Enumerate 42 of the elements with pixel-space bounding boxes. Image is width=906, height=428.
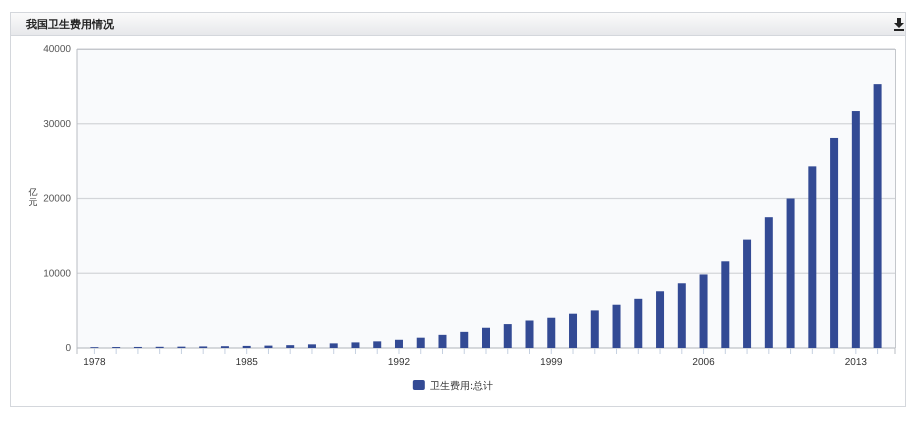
y-tick-label: 20000 xyxy=(43,194,72,205)
bar xyxy=(438,334,446,348)
bar xyxy=(721,261,730,348)
bar xyxy=(547,318,556,348)
bar xyxy=(590,310,599,348)
bar xyxy=(678,283,686,348)
bar xyxy=(460,332,468,348)
x-tick-label: 2013 xyxy=(844,357,868,368)
chart-title: 我国卫生费用情况 xyxy=(25,18,115,31)
bar xyxy=(700,274,708,348)
bar xyxy=(330,343,338,348)
bar xyxy=(482,328,490,348)
bar xyxy=(394,340,403,348)
y-tick-label: 10000 xyxy=(43,268,72,280)
bar xyxy=(874,84,882,348)
bar xyxy=(656,291,664,348)
x-tick-label: 1985 xyxy=(236,357,258,368)
bar xyxy=(569,314,578,348)
y-tick-label: 30000 xyxy=(43,118,72,130)
x-tick-label: 1992 xyxy=(388,357,411,368)
bar xyxy=(416,338,425,348)
bar xyxy=(612,304,621,348)
bar xyxy=(743,240,752,348)
x-tick-label: 2006 xyxy=(692,357,716,368)
x-tick-label: 1978 xyxy=(83,357,106,368)
bar xyxy=(286,345,294,348)
bar xyxy=(308,344,316,348)
legend-label: 卫生费用:总计 xyxy=(430,380,494,392)
bar xyxy=(786,198,795,348)
bar xyxy=(504,324,512,348)
bar xyxy=(634,298,642,348)
bar xyxy=(351,342,360,348)
bar xyxy=(373,341,382,348)
y-axis-title: 亿元 xyxy=(28,187,38,208)
bar xyxy=(852,111,860,348)
y-tick-label: 0 xyxy=(65,343,72,354)
x-tick-label: 1999 xyxy=(540,357,563,368)
bar xyxy=(526,320,534,348)
bar xyxy=(808,166,816,348)
y-tick-label: 40000 xyxy=(43,44,72,56)
bar xyxy=(830,138,838,348)
bar xyxy=(764,217,773,348)
